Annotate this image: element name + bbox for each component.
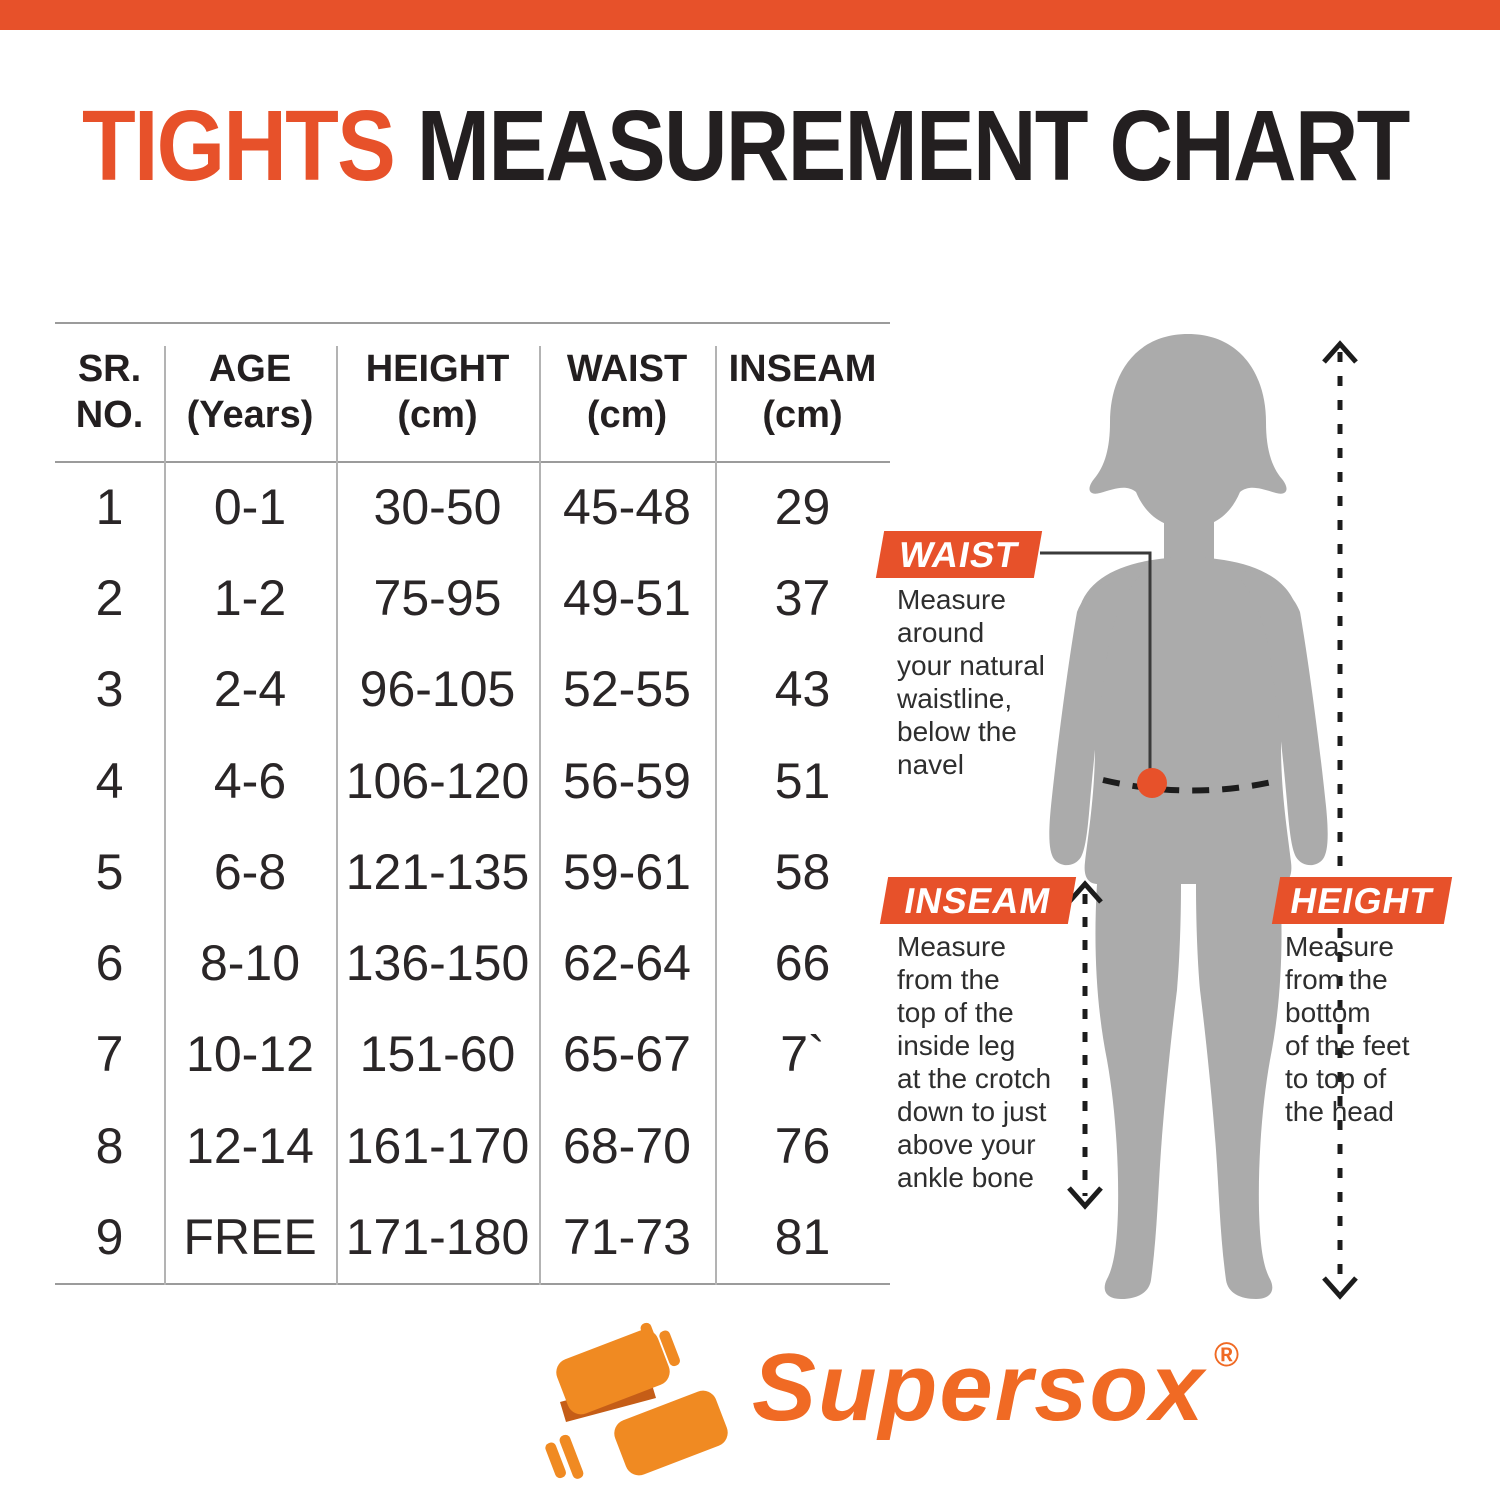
table-top-rule <box>55 322 890 324</box>
table-cell: 7 <box>95 1026 124 1083</box>
logo-stripe <box>559 1434 584 1479</box>
table-cell: 6 <box>95 935 124 992</box>
inseam-arrow-up-icon <box>1067 880 1103 904</box>
table-cell: 96-105 <box>359 661 516 718</box>
inseam-label: INSEAM <box>901 879 1055 921</box>
table-cell: 5 <box>95 843 124 900</box>
table-cell: 6-8 <box>213 843 287 900</box>
brand-name: Supersox <box>752 1334 1206 1441</box>
inseam-label-box: INSEAM <box>879 877 1077 924</box>
waist-dashed-line <box>1102 777 1273 794</box>
table-cell: 30-50 <box>373 478 502 535</box>
supersox-logo-mark <box>545 1322 728 1479</box>
table-header-row: SR. NO. AGE (Years) HEIGHT (cm) WAIST (c… <box>55 322 890 461</box>
waist-connector-line <box>1040 551 1152 783</box>
table-body: 1 0-1 30-50 45-48 29 2 1-2 75-95 49-51 37 3 2-4 96-1… <box>55 461 890 1283</box>
table-header-waist: WAIST (cm) <box>566 347 688 436</box>
table-cell: 4-6 <box>213 752 287 809</box>
head-shape <box>1089 334 1287 528</box>
table-column-divider <box>336 346 338 1285</box>
table-cell: 106-120 <box>345 752 530 809</box>
table-cell: 2 <box>95 569 124 626</box>
height-arrow-up-icon <box>1322 340 1358 364</box>
table-cell: 8 <box>95 1117 124 1174</box>
table-column-divider <box>715 346 717 1285</box>
table-cell: 10-12 <box>186 1026 314 1083</box>
table-cell: FREE <box>183 1209 317 1266</box>
table-column-divider <box>539 346 541 1285</box>
table-cell: 58 <box>774 843 831 900</box>
table-cell: 37 <box>774 569 831 626</box>
logo-top-ribbon <box>556 1329 670 1415</box>
left-arm-shape <box>1049 568 1146 866</box>
table-cell: 29 <box>774 478 831 535</box>
table-header-height: HEIGHT (cm) <box>365 347 510 436</box>
table-cell: 9 <box>95 1209 124 1266</box>
table-cell: 68-70 <box>563 1117 691 1174</box>
table-cell: 52-55 <box>563 661 691 718</box>
top-accent-bar <box>0 0 1500 30</box>
table-cell: 2-4 <box>213 661 287 718</box>
table-cell: 59-61 <box>563 843 691 900</box>
logo-stripe <box>545 1442 566 1479</box>
table-cell: 171-180 <box>345 1209 530 1266</box>
table-cell: 0-1 <box>213 478 287 535</box>
table-cell: 3 <box>95 661 124 718</box>
table-cell: 65-67 <box>563 1026 691 1083</box>
table-cell: 62-64 <box>563 935 691 992</box>
height-label-box: HEIGHT <box>1271 877 1453 924</box>
table-cell: 43 <box>774 661 831 718</box>
table-cell: 51 <box>774 752 831 809</box>
height-label: HEIGHT <box>1287 879 1437 921</box>
table-cell: 76 <box>774 1117 831 1174</box>
height-description: Measure from the bottom of the feet to t… <box>1285 931 1410 1127</box>
right-leg-shape <box>1196 884 1282 1299</box>
table-cell: 8-10 <box>199 935 301 992</box>
child-silhouette <box>1049 334 1328 1299</box>
inseam-arrow-down-icon <box>1067 1186 1103 1210</box>
page-title: TIGHTS MEASUREMENT CHART <box>82 96 1410 196</box>
left-leg-shape <box>1095 884 1181 1299</box>
inseam-description: Measure from the top of the inside leg a… <box>897 931 1052 1193</box>
table-cell: 45-48 <box>563 478 691 535</box>
table-cell: 121-135 <box>345 843 530 900</box>
torso-shape <box>1079 557 1297 884</box>
table-cell: 81 <box>774 1209 831 1266</box>
child-silhouette-diagram <box>1040 334 1358 1300</box>
table-cell: 1 <box>95 478 124 535</box>
table-cell: 161-170 <box>345 1117 530 1174</box>
table-column-divider <box>164 346 166 1285</box>
table-cell: 151-60 <box>359 1026 516 1083</box>
table-cell: 136-150 <box>345 935 530 992</box>
right-arm-shape <box>1231 568 1328 866</box>
table-cell: 49-51 <box>563 569 691 626</box>
table-cell: 12-14 <box>186 1117 314 1174</box>
table-header-age: AGE (Years) <box>186 347 314 436</box>
table-cell: 1-2 <box>213 569 287 626</box>
waist-label-box: WAIST <box>875 531 1043 578</box>
waist-label: WAIST <box>895 533 1023 575</box>
table-cell: 71-73 <box>563 1209 691 1266</box>
table-cell: 4 <box>95 752 124 809</box>
table-header-inseam: INSEAM (cm) <box>728 347 877 436</box>
table-bottom-rule <box>55 1283 890 1285</box>
height-arrow-down-icon <box>1322 1276 1358 1300</box>
table-header-rule <box>55 461 890 463</box>
table-cell: 56-59 <box>563 752 691 809</box>
logo-stripe <box>659 1330 680 1367</box>
table-header-sr-no: SR. NO. <box>75 347 144 436</box>
logo-bottom-ribbon <box>614 1390 728 1476</box>
waist-point-dot <box>1137 768 1167 798</box>
waist-description: Measure around your natural waistline, b… <box>897 584 1045 780</box>
measurement-table: SR. NO. AGE (Years) HEIGHT (cm) WAIST (c… <box>55 322 890 1285</box>
page-title-accent: TIGHTS <box>82 90 396 202</box>
logo-stripe <box>640 1322 665 1367</box>
table-cell: 75-95 <box>373 569 502 626</box>
registered-trademark-icon: ® <box>1214 1336 1240 1374</box>
page-title-rest: MEASUREMENT CHART <box>394 90 1411 202</box>
table-cell: 7` <box>780 1026 825 1083</box>
table-cell: 66 <box>774 935 831 992</box>
